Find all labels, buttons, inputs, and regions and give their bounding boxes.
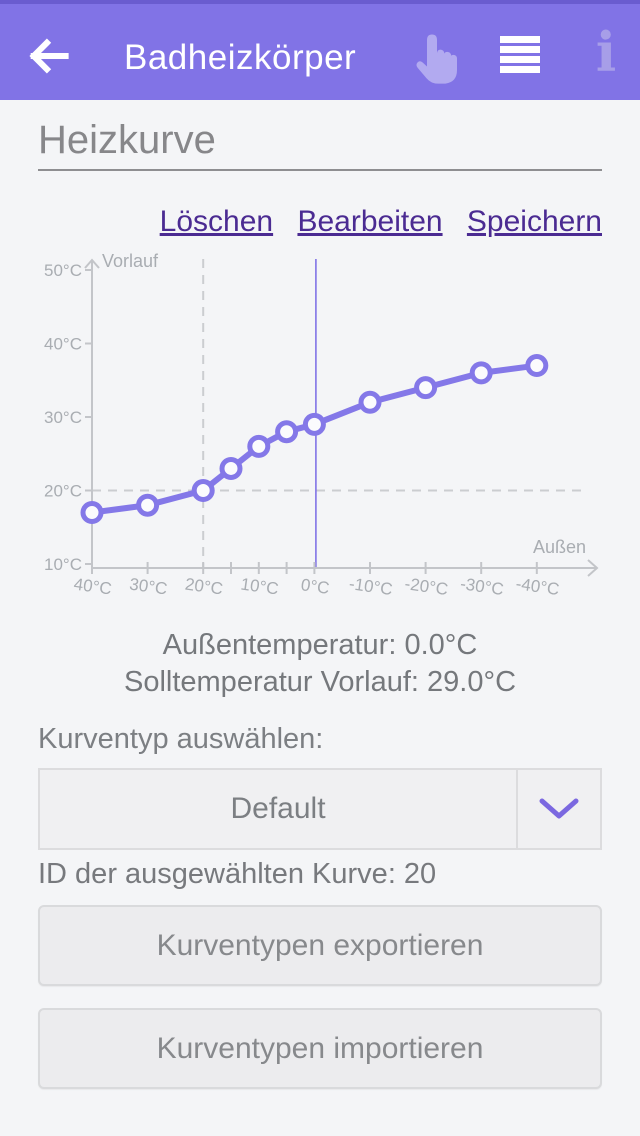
svg-text:-40°C: -40°C xyxy=(515,574,561,599)
export-curves-label: Kurventypen exportieren xyxy=(156,928,484,962)
curve-type-label: Kurventyp auswählen: xyxy=(38,723,324,755)
edit-link[interactable]: Bearbeiten xyxy=(297,205,443,238)
svg-text:Vorlauf: Vorlauf xyxy=(102,251,159,271)
svg-text:20°C: 20°C xyxy=(184,575,224,599)
info-button[interactable]: i xyxy=(588,22,624,82)
app-header: Badheizkörper i xyxy=(0,0,640,100)
selected-curve-id-text: ID der ausgewählten Kurve: 20 xyxy=(38,858,437,890)
svg-text:0°C: 0°C xyxy=(300,575,331,598)
menu-icon xyxy=(500,36,540,43)
export-curves-button[interactable]: Kurventypen exportieren xyxy=(38,905,602,986)
delete-link[interactable]: Löschen xyxy=(159,205,274,238)
page-title: Badheizkörper xyxy=(124,38,357,77)
svg-text:-10°C: -10°C xyxy=(348,574,394,599)
svg-text:50°C: 50°C xyxy=(44,261,82,280)
chevron-down-icon xyxy=(539,798,579,819)
curve-actions: Löschen Bearbeiten Speichern xyxy=(38,205,602,239)
save-link[interactable]: Speichern xyxy=(466,205,602,238)
target-flow-temperature-text: Solltemperatur Vorlauf: 29.0°C xyxy=(123,666,517,698)
menu-button[interactable] xyxy=(500,36,540,73)
svg-text:30°C: 30°C xyxy=(44,408,82,427)
svg-text:-20°C: -20°C xyxy=(403,574,449,599)
status-bar xyxy=(0,0,640,4)
svg-text:10°C: 10°C xyxy=(239,575,279,599)
dropdown-caret-area[interactable] xyxy=(516,770,600,848)
curve-type-selected-value: Default xyxy=(230,792,326,825)
import-curves-button[interactable]: Kurventypen importieren xyxy=(38,1008,602,1089)
heating-curve-chart-container[interactable]: Vorlauf Außen 50°C 40°C 30°C 20°C 10°C 40°C 30°C… xyxy=(30,251,610,601)
svg-text:40°C: 40°C xyxy=(73,575,113,599)
temperature-readout: Außentemperatur: 0.0°C Solltemperatur Vo… xyxy=(0,627,640,701)
svg-text:Außen: Außen xyxy=(533,537,586,557)
svg-text:40°C: 40°C xyxy=(44,335,82,354)
svg-text:30°C: 30°C xyxy=(128,575,168,599)
svg-text:10°C: 10°C xyxy=(44,555,82,574)
section-heading: Heizkurve xyxy=(38,118,602,171)
arrow-left-icon xyxy=(29,38,69,74)
svg-text:-30°C: -30°C xyxy=(459,574,505,599)
touch-mode-button[interactable] xyxy=(412,30,460,88)
back-button[interactable] xyxy=(26,34,70,78)
import-curves-label: Kurventypen importieren xyxy=(156,1031,484,1065)
hand-pointer-icon xyxy=(416,34,457,84)
outside-temperature-text: Außentemperatur: 0.0°C xyxy=(162,629,478,661)
curve-type-dropdown[interactable]: Default xyxy=(38,768,602,850)
svg-text:20°C: 20°C xyxy=(44,482,82,501)
info-icon: i xyxy=(595,20,617,84)
